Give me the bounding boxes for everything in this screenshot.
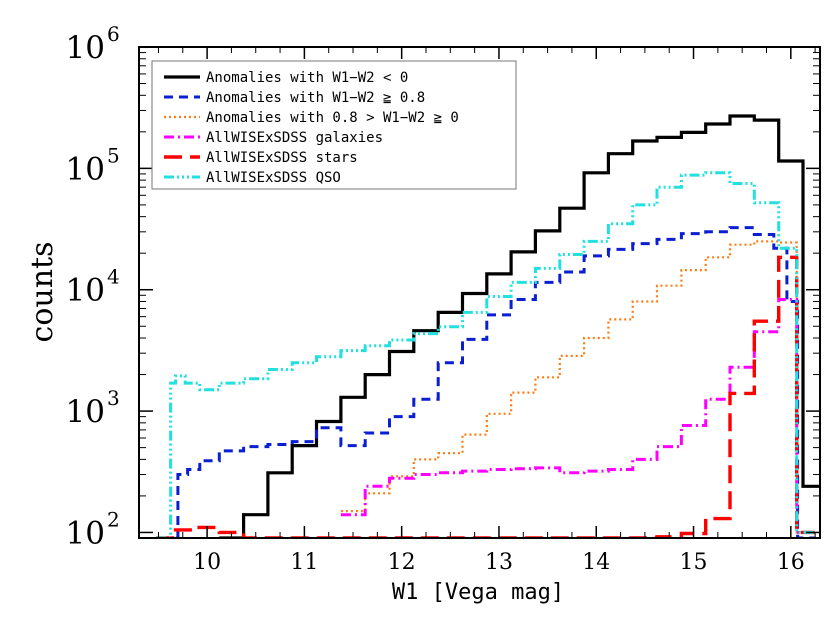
legend-label-3: AllWISExSDSS galaxies [206,130,383,146]
y-tick-label-exponent: 6 [107,22,120,46]
x-tick-label: 15 [680,550,708,575]
legend-label-4: AllWISExSDSS stars [206,150,358,166]
x-tick-label: 11 [290,550,318,575]
y-tick-label-exponent: 2 [107,507,120,531]
y-axis-label: counts [25,242,60,343]
legend-label-1: Anomalies with W1−W2 ≧ 0.8 [206,90,425,106]
series-layer [156,114,820,538]
x-axis-label: W1 [Vega mag] [392,580,564,605]
x-tick-label: 12 [388,550,416,575]
x-tick-label: 10 [193,550,221,575]
plot-frame [138,46,821,539]
y-tick-label-base: 10 [66,273,105,309]
y-tick-label-exponent: 5 [107,143,120,167]
x-tick-label: 16 [777,550,805,575]
legend-label-0: Anomalies with W1−W2 < 0 [206,70,408,86]
legend: Anomalies with W1−W2 < 0 Anomalies with W… [151,60,517,190]
series-line-0 [219,114,820,538]
legend-label-2: Anomalies with 0.8 > W1−W2 ≧ 0 [206,110,459,126]
x-tick-label: 13 [485,550,513,575]
x-axis-ticks: 10 11 12 13 14 15 16 [157,47,816,575]
x-tick-label: 14 [582,550,610,575]
series-line-5 [156,171,815,538]
y-tick-label-base: 10 [66,151,105,187]
y-tick-label-base: 10 [66,30,105,66]
y-tick-label-base: 10 [66,515,105,551]
legend-label-5: AllWISExSDSS QSO [206,170,341,186]
legend-box [151,60,517,190]
y-tick-label-exponent: 3 [107,386,120,410]
series-line-3 [340,298,815,534]
y-tick-label-exponent: 4 [107,265,120,289]
series-line-4 [156,255,815,538]
series-line-1 [160,226,815,538]
y-tick-label-base: 10 [66,394,105,430]
series-line-2 [340,240,815,534]
